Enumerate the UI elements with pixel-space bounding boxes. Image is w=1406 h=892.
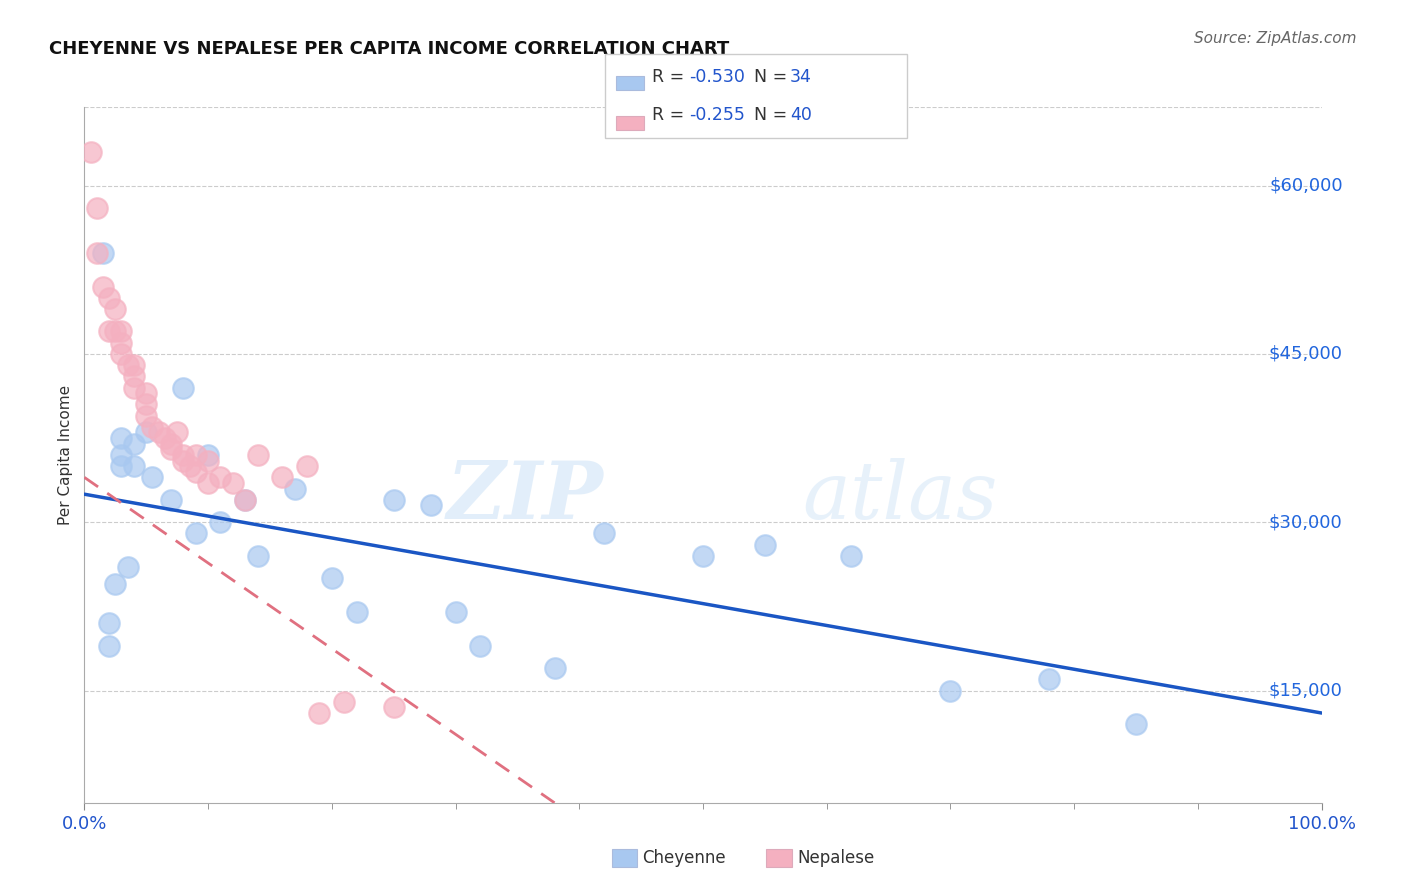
Point	[86, 201, 108, 215]
Text: 34: 34	[790, 69, 813, 87]
Point	[172, 448, 194, 462]
Point	[98, 291, 121, 305]
Point	[1038, 673, 1060, 687]
Point	[141, 470, 163, 484]
Text: -0.255: -0.255	[689, 106, 745, 124]
Text: -0.530: -0.530	[689, 69, 745, 87]
Point	[135, 397, 157, 411]
Text: CHEYENNE VS NEPALESE PER CAPITA INCOME CORRELATION CHART: CHEYENNE VS NEPALESE PER CAPITA INCOME C…	[49, 40, 730, 58]
Point	[179, 459, 201, 474]
Point	[160, 436, 183, 450]
Point	[122, 381, 145, 395]
Text: Nepalese: Nepalese	[797, 849, 875, 867]
Text: Cheyenne: Cheyenne	[643, 849, 725, 867]
Point	[148, 425, 170, 440]
Point	[110, 459, 132, 474]
Point	[308, 706, 330, 720]
Point	[172, 381, 194, 395]
Text: Source: ZipAtlas.com: Source: ZipAtlas.com	[1194, 31, 1357, 46]
Point	[593, 526, 616, 541]
Point	[172, 453, 194, 467]
Point	[209, 515, 232, 529]
Point	[135, 386, 157, 401]
Text: N =: N =	[754, 106, 793, 124]
Point	[98, 639, 121, 653]
Point	[160, 492, 183, 507]
Point	[233, 492, 256, 507]
Point	[104, 325, 127, 339]
Point	[91, 246, 114, 260]
Point	[110, 448, 132, 462]
Point	[246, 448, 269, 462]
Text: ZIP: ZIP	[447, 458, 605, 535]
Point	[122, 358, 145, 372]
Point	[86, 246, 108, 260]
Point	[543, 661, 565, 675]
Point	[841, 549, 863, 563]
Point	[222, 475, 245, 490]
Point	[117, 560, 139, 574]
Point	[135, 425, 157, 440]
Point	[346, 605, 368, 619]
Point	[104, 577, 127, 591]
Point	[110, 325, 132, 339]
Text: R =: R =	[652, 106, 690, 124]
Text: $45,000: $45,000	[1268, 345, 1343, 363]
Point	[98, 616, 121, 631]
Point	[91, 279, 114, 293]
Point	[153, 431, 176, 445]
Point	[141, 420, 163, 434]
Text: 40: 40	[790, 106, 813, 124]
Point	[166, 425, 188, 440]
Point	[692, 549, 714, 563]
Point	[444, 605, 467, 619]
Point	[1125, 717, 1147, 731]
Point	[246, 549, 269, 563]
Point	[197, 448, 219, 462]
Point	[333, 695, 356, 709]
Text: $30,000: $30,000	[1270, 513, 1343, 532]
Y-axis label: Per Capita Income: Per Capita Income	[58, 384, 73, 525]
Text: $60,000: $60,000	[1270, 177, 1343, 194]
Point	[184, 448, 207, 462]
Point	[233, 492, 256, 507]
Point	[209, 470, 232, 484]
Point	[754, 538, 776, 552]
Point	[197, 475, 219, 490]
Point	[122, 459, 145, 474]
Point	[117, 358, 139, 372]
Text: $15,000: $15,000	[1268, 681, 1343, 699]
Point	[79, 145, 101, 159]
Point	[184, 465, 207, 479]
Text: atlas: atlas	[801, 458, 997, 535]
Point	[110, 335, 132, 350]
Point	[122, 436, 145, 450]
Point	[271, 470, 294, 484]
Point	[470, 639, 492, 653]
Point	[295, 459, 318, 474]
Point	[98, 325, 121, 339]
Point	[321, 571, 343, 585]
Point	[110, 347, 132, 361]
Point	[104, 301, 127, 316]
Point	[197, 453, 219, 467]
Point	[939, 683, 962, 698]
Point	[184, 526, 207, 541]
Point	[160, 442, 183, 457]
Point	[110, 431, 132, 445]
Point	[135, 409, 157, 423]
Point	[419, 499, 441, 513]
Point	[284, 482, 307, 496]
Point	[122, 369, 145, 384]
Point	[382, 700, 405, 714]
Point	[382, 492, 405, 507]
Text: N =: N =	[754, 69, 793, 87]
Text: R =: R =	[652, 69, 690, 87]
